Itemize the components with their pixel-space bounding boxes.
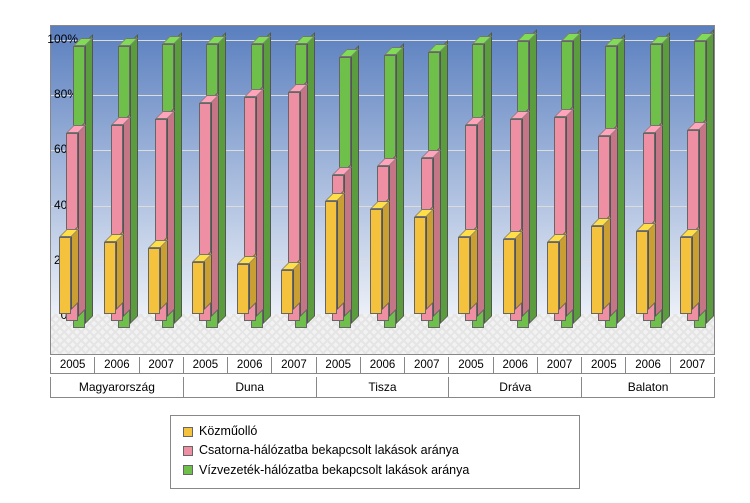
x-tick-year: 2006	[361, 357, 405, 374]
x-tick-group: Magyarország	[50, 377, 184, 398]
x-tick-group: Tisza	[317, 377, 450, 398]
x-tick-year: 2006	[228, 357, 272, 374]
legend-label: Csatorna-hálózatba bekapcsolt lakások ar…	[199, 441, 459, 460]
legend-swatch-kozmuollo	[183, 427, 193, 437]
x-tick-year: 2005	[50, 357, 95, 374]
x-tick-year: 2007	[272, 357, 316, 374]
bars-layer	[51, 24, 714, 314]
legend-label: Vízvezeték-hálózatba bekapcsolt lakások …	[199, 461, 469, 480]
legend: Közműolló Csatorna-hálózatba bekapcsolt …	[170, 415, 580, 489]
x-tick-year: 2006	[626, 357, 670, 374]
x-tick-year: 2006	[494, 357, 538, 374]
x-tick-year: 2007	[405, 357, 449, 374]
x-tick-group: Dráva	[449, 377, 582, 398]
x-tick-year: 2007	[538, 357, 582, 374]
x-tick-year: 2006	[95, 357, 139, 374]
legend-item-kozmuollo: Közműolló	[183, 422, 567, 441]
x-tick-group: Duna	[184, 377, 317, 398]
chart-container: 0%20%40%60%80%100% 200520062007200520062…	[0, 0, 750, 503]
x-axis-years: 2005200620072005200620072005200620072005…	[50, 357, 715, 374]
x-tick-year: 2005	[317, 357, 361, 374]
y-tick-label: 80%	[38, 87, 78, 101]
x-tick-group: Balaton	[582, 377, 715, 398]
x-tick-year: 2005	[582, 357, 626, 374]
y-tick-label: 100%	[38, 32, 78, 46]
x-tick-year: 2007	[140, 357, 184, 374]
x-axis-groups: MagyarországDunaTiszaDrávaBalaton	[50, 377, 715, 398]
x-tick-year: 2005	[449, 357, 493, 374]
plot-area	[50, 25, 715, 355]
legend-swatch-csatorna	[183, 446, 193, 456]
legend-swatch-vizvezetek	[183, 465, 193, 475]
x-tick-year: 2005	[184, 357, 228, 374]
legend-label: Közműolló	[199, 422, 257, 441]
legend-item-csatorna: Csatorna-hálózatba bekapcsolt lakások ar…	[183, 441, 567, 460]
legend-item-vizvezetek: Vízvezeték-hálózatba bekapcsolt lakások …	[183, 461, 567, 480]
x-tick-year: 2007	[671, 357, 715, 374]
